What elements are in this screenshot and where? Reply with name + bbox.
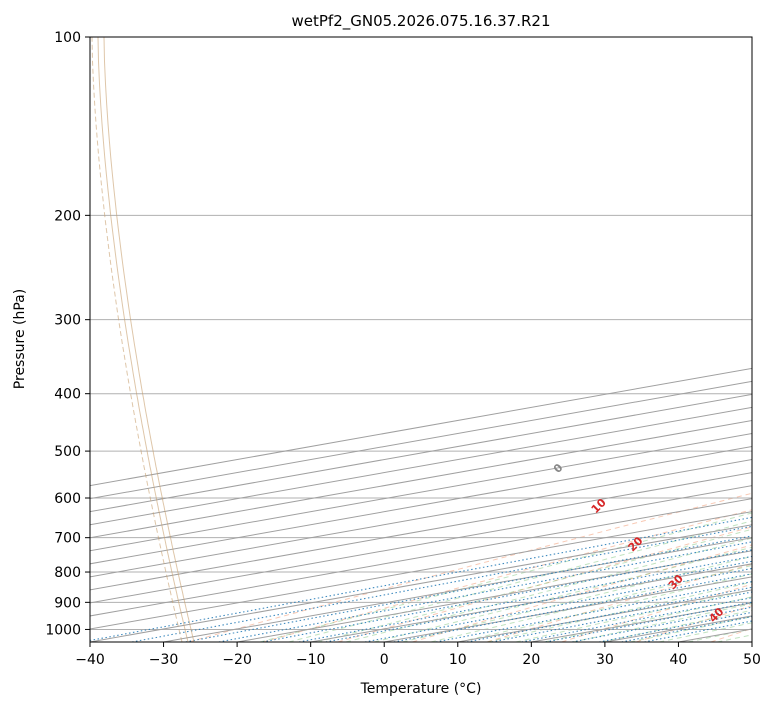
dry-adiabat-line	[337, 526, 752, 642]
mixing-ratio-line	[521, 597, 752, 642]
x-tick-label: −20	[222, 652, 252, 668]
x-tick-label: 30	[596, 652, 614, 668]
x-tick-label: −10	[296, 652, 326, 668]
isotherm-line	[90, 446, 752, 565]
dry-adiabat-line	[263, 509, 752, 642]
isotherm-line	[90, 472, 752, 591]
y-axis-label: Pressure (hPa)	[12, 289, 28, 389]
y-tick-label: 500	[54, 444, 81, 460]
reference-curve	[91, 37, 183, 642]
mixing-ratio-line	[466, 586, 752, 642]
x-tick-label: 10	[449, 652, 467, 668]
x-tick-label: 40	[670, 652, 688, 668]
reference-curve	[103, 37, 195, 642]
moist-adiabat-line	[430, 564, 752, 642]
isotherm-line	[90, 485, 752, 604]
y-tick-label: 800	[54, 565, 81, 581]
mixing-ratio-line	[491, 591, 752, 642]
isotherm-line	[90, 511, 752, 630]
y-tick-label: 200	[54, 208, 81, 224]
mixing-ratio-line	[325, 560, 752, 642]
y-tick-label: 900	[54, 595, 81, 611]
x-axis-label: Temperature (°C)	[360, 681, 482, 697]
x-tick-label: −40	[75, 652, 105, 668]
y-tick-label: 1000	[45, 622, 81, 638]
chart-title: wetPf2_GN05.2026.075.16.37.R21	[291, 12, 550, 31]
x-tick-label: 50	[743, 652, 761, 668]
x-tick-label: 0	[380, 652, 389, 668]
isotherm-line	[90, 498, 752, 617]
mixing-ratio-line	[90, 516, 752, 642]
isotherm-line	[90, 459, 752, 578]
isotherm-line	[90, 432, 752, 552]
mixing-ratio-line	[298, 555, 752, 642]
isotherm-line	[163, 537, 752, 642]
y-tick-label: 700	[54, 531, 81, 547]
y-tick-label: 600	[54, 491, 81, 507]
x-tick-label: 20	[522, 652, 540, 668]
dry-adiabat-line	[486, 563, 752, 642]
y-tick-label: 100	[54, 30, 81, 46]
moist-adiabat-line	[487, 581, 752, 642]
mixing-ratio-line	[435, 581, 752, 642]
mixing-ratio-line	[131, 525, 752, 642]
x-tick-label: −30	[149, 652, 179, 668]
plot-frame	[89, 36, 753, 643]
reference-curve	[97, 37, 189, 642]
moist-adiabat-line	[374, 546, 752, 642]
y-tick-label: 400	[54, 387, 81, 403]
isotherm-line	[90, 524, 752, 642]
moist-adiabat-line	[345, 537, 752, 642]
mixing-ratio-line	[185, 535, 752, 642]
moist-adiabat-line	[259, 512, 752, 642]
y-tick-label: 300	[54, 313, 81, 329]
